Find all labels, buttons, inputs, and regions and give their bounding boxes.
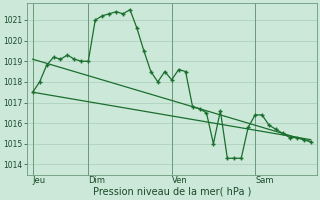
- X-axis label: Pression niveau de la mer( hPa ): Pression niveau de la mer( hPa ): [92, 187, 251, 197]
